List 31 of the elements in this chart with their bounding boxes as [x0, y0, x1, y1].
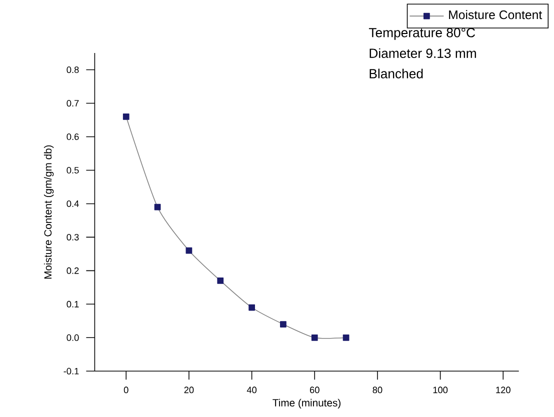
annotation: Diameter 9.13 mm	[370, 48, 476, 58]
y-tick-label: 0.4	[66, 200, 79, 207]
point	[311, 334, 318, 341]
point	[217, 278, 224, 284]
y-tick-label: 0.5	[66, 166, 79, 174]
x-tick-label: 120	[496, 386, 510, 394]
point	[154, 204, 161, 210]
point	[342, 334, 350, 341]
y-tick-label: 0.2	[66, 267, 79, 274]
x-tick-label: 100	[433, 386, 448, 394]
x-tick-label: 20	[184, 386, 194, 394]
text: Temperature 80°C	[368, 28, 476, 40]
y-tick-label: 0.1	[66, 300, 79, 308]
y-tick-label: 0.6	[66, 133, 79, 140]
x-axis-title: Time (minutes)	[272, 398, 340, 409]
y-tick-label: 0.3	[66, 234, 79, 240]
y-axis-title: Moisture Content (gm/gm db)	[44, 145, 54, 279]
annotation: Blanched	[370, 68, 423, 78]
x-tick-label: 0	[124, 386, 128, 394]
x-tick-label: 80	[372, 386, 382, 394]
y-tick-label: 0.0	[66, 334, 79, 341]
y-tick-label: -0.1	[64, 368, 79, 374]
point	[248, 304, 255, 311]
x-tick-label: 60	[310, 386, 320, 394]
x-tick-label: 40	[246, 386, 257, 394]
y-tick-label: 0.7	[66, 100, 79, 106]
legend-label: Moisture Content	[449, 10, 542, 20]
point	[280, 321, 286, 328]
point	[122, 113, 130, 120]
point	[186, 247, 192, 254]
y-tick-label: 0.8	[66, 66, 79, 73]
